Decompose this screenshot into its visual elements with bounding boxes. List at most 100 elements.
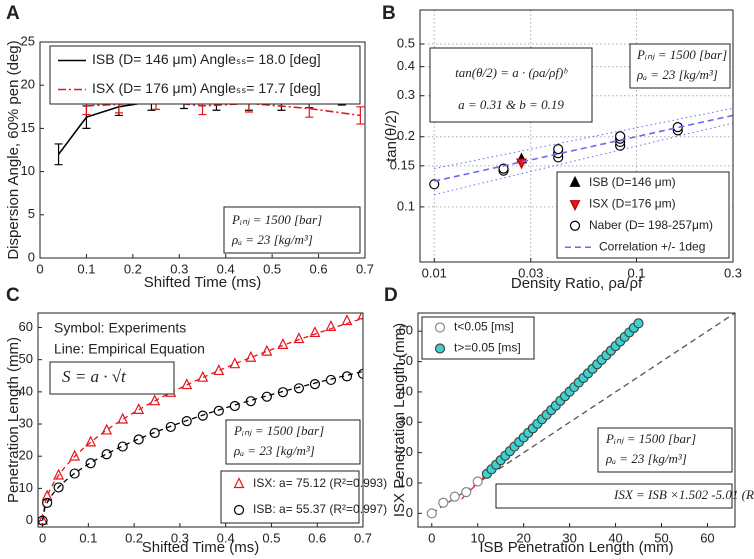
point: [53, 482, 64, 493]
y-tick-label: 50: [399, 353, 413, 368]
point: [69, 449, 81, 461]
x-tick-label: 0.2: [125, 530, 143, 545]
point: [197, 410, 208, 421]
legend-marker: [569, 175, 581, 187]
legend-label: ISB (D= 146 μm) Angleₛₛ= 18.0 [deg]: [92, 51, 321, 67]
annotation-box: [223, 206, 361, 254]
point: [117, 441, 128, 452]
x-tick-label: 0.1: [627, 265, 645, 280]
x-tick-label: 0.3: [171, 530, 189, 545]
point: [133, 434, 144, 445]
annotation: Symbol: Experiments: [54, 320, 186, 336]
y-tick-label: 40: [399, 383, 413, 398]
y-axis-label: Dispersion Angle, 60% pen (deg): [5, 40, 22, 259]
annotation-box: [597, 427, 733, 473]
x-tick-label: 0.6: [310, 261, 328, 276]
y-tick-label: 0.15: [390, 157, 415, 172]
point: [261, 344, 273, 356]
x-tick-label: 0.3: [170, 261, 188, 276]
point: [325, 319, 337, 331]
axes-frame: [39, 41, 366, 259]
annotation-box: [49, 361, 175, 395]
panel-letter: D: [384, 285, 398, 306]
point: [149, 427, 160, 439]
point: [341, 314, 353, 326]
legend-marker: [569, 200, 581, 212]
band-line: [434, 122, 733, 196]
y-axis-label: ISX Penetration Length (mm): [391, 323, 408, 517]
x-tick-label: 0.4: [217, 261, 235, 276]
point: [197, 370, 209, 382]
x-tick-label: 10: [470, 530, 484, 545]
panel-letter: A: [6, 3, 20, 24]
point: [38, 513, 49, 525]
series-line: [434, 114, 733, 182]
point: [472, 476, 483, 487]
point: [229, 357, 241, 369]
annotation: ρₐ = 23 [kg/m³]: [233, 443, 315, 458]
annotation: ISX = ISB ×1.502 -5.01 (R²=0.999): [613, 487, 754, 502]
x-tick-label: 50: [654, 530, 668, 545]
legend-label: ISX (D= 176 μm) Angleₛₛ= 17.7 [deg]: [92, 80, 321, 96]
x-axis-label: Density Ratio, ρa/ρf: [511, 275, 643, 292]
point: [426, 508, 437, 519]
point: [309, 379, 321, 390]
y-tick-label: 0: [28, 249, 35, 264]
point: [261, 391, 272, 402]
point: [101, 423, 113, 435]
axes-frame: [417, 312, 736, 528]
legend-marker: [434, 322, 446, 333]
point: [309, 326, 321, 338]
legend-marker: [233, 477, 245, 489]
point: [53, 468, 65, 480]
x-tick-label: 0.4: [217, 530, 235, 545]
band-line: [434, 107, 733, 170]
annotation-box: [225, 419, 361, 465]
point: [438, 497, 449, 508]
x-tick-label: 0.01: [422, 265, 447, 280]
y-tick-label: 30: [399, 414, 413, 429]
y-tick-label: 60: [19, 319, 33, 334]
x-tick-label: 20: [516, 530, 530, 545]
y-tick-label: 50: [19, 351, 33, 366]
point: [213, 405, 224, 416]
x-tick-label: 0.3: [724, 265, 742, 280]
legend-label: Naber (D= 198-257μm): [589, 218, 713, 232]
y-tick-label: 20: [21, 77, 35, 92]
annotation: ρₐ = 23 [kg/m³]: [231, 232, 313, 247]
x-tick-label: 40: [608, 530, 622, 545]
legend-box: [556, 171, 730, 259]
annotation: S = a · √t: [62, 367, 127, 386]
annotation: ρₐ = 23 [kg/m³]: [636, 67, 718, 82]
annotation: Pᵢₙⱼ = 1500 [bar]: [231, 212, 322, 227]
plot-content: [38, 313, 363, 526]
x-tick-label: 0.7: [356, 261, 374, 276]
annotation: a = 0.31 & b = 0.19: [458, 97, 564, 112]
legend-label: ISB: a= 55.37 (R²=0.997): [253, 502, 387, 516]
panel-letter: C: [6, 285, 20, 306]
point: [325, 374, 337, 386]
fit-curve: [41, 317, 363, 521]
y-tick-label: 15: [21, 120, 35, 135]
legend-label: ISB (D=146 μm): [589, 175, 676, 189]
point: [165, 421, 176, 433]
annotation-box: [629, 43, 731, 89]
y-axis-label: Penetration Length (mm): [5, 337, 22, 503]
y-tick-label: 30: [19, 415, 33, 430]
x-tick-label: 0.5: [262, 530, 280, 545]
annotation: Pᵢₙⱼ = 1500 [bar]: [636, 47, 727, 62]
point: [245, 350, 257, 362]
point: [461, 486, 472, 498]
point: [277, 338, 289, 349]
point: [293, 383, 305, 394]
y-tick-label: 0.5: [397, 35, 415, 50]
point: [181, 416, 192, 427]
y-tick-label: 0.2: [397, 128, 415, 143]
x-tick-label: 0: [39, 530, 46, 545]
y-tick-label: 5: [28, 206, 35, 221]
error-bar: [356, 106, 365, 125]
legend-box: [49, 45, 361, 105]
point: [149, 394, 161, 406]
x-tick-label: 0.2: [124, 261, 142, 276]
annotation-box: [429, 47, 593, 123]
